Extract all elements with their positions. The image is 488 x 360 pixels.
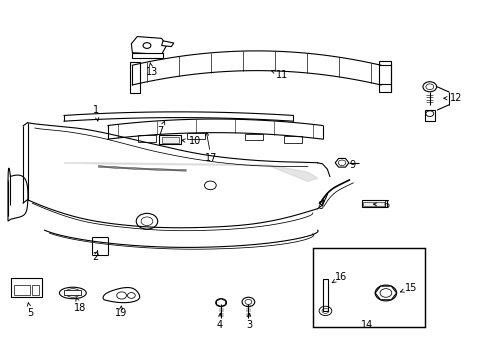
Text: 11: 11 xyxy=(276,70,288,80)
Bar xyxy=(378,61,390,91)
Text: 9: 9 xyxy=(349,159,355,170)
Polygon shape xyxy=(103,288,140,303)
Ellipse shape xyxy=(60,287,86,299)
Bar xyxy=(138,135,156,142)
Bar xyxy=(363,202,384,206)
Bar xyxy=(130,62,140,93)
Bar xyxy=(132,53,162,58)
Polygon shape xyxy=(161,41,173,46)
Bar xyxy=(424,110,434,121)
Bar xyxy=(322,279,328,311)
Bar xyxy=(32,285,39,295)
Bar xyxy=(11,278,42,297)
Bar xyxy=(159,135,181,144)
Bar xyxy=(361,201,386,207)
Bar xyxy=(245,134,263,140)
Text: 10: 10 xyxy=(188,136,201,146)
Polygon shape xyxy=(374,286,396,300)
Text: 14: 14 xyxy=(361,320,373,330)
Text: 3: 3 xyxy=(246,320,252,330)
Bar xyxy=(14,285,30,295)
Polygon shape xyxy=(131,37,166,54)
Bar xyxy=(161,136,178,143)
Text: 15: 15 xyxy=(404,283,417,293)
Text: 13: 13 xyxy=(145,67,158,77)
Text: 1: 1 xyxy=(93,105,99,115)
Text: 7: 7 xyxy=(157,126,163,136)
Text: 6: 6 xyxy=(383,200,389,210)
Text: 2: 2 xyxy=(92,252,99,262)
Bar xyxy=(312,248,424,327)
Text: 12: 12 xyxy=(449,93,462,103)
Text: 18: 18 xyxy=(74,303,86,313)
Text: 8: 8 xyxy=(316,201,323,211)
Text: 5: 5 xyxy=(27,308,33,318)
Bar xyxy=(284,136,302,143)
Polygon shape xyxy=(216,299,225,307)
Bar xyxy=(64,290,81,296)
Text: 17: 17 xyxy=(205,153,217,163)
Bar xyxy=(186,133,204,139)
Text: 19: 19 xyxy=(114,309,126,318)
Text: 16: 16 xyxy=(334,272,346,282)
Polygon shape xyxy=(334,158,348,167)
Text: 4: 4 xyxy=(216,320,222,330)
Polygon shape xyxy=(64,163,317,181)
